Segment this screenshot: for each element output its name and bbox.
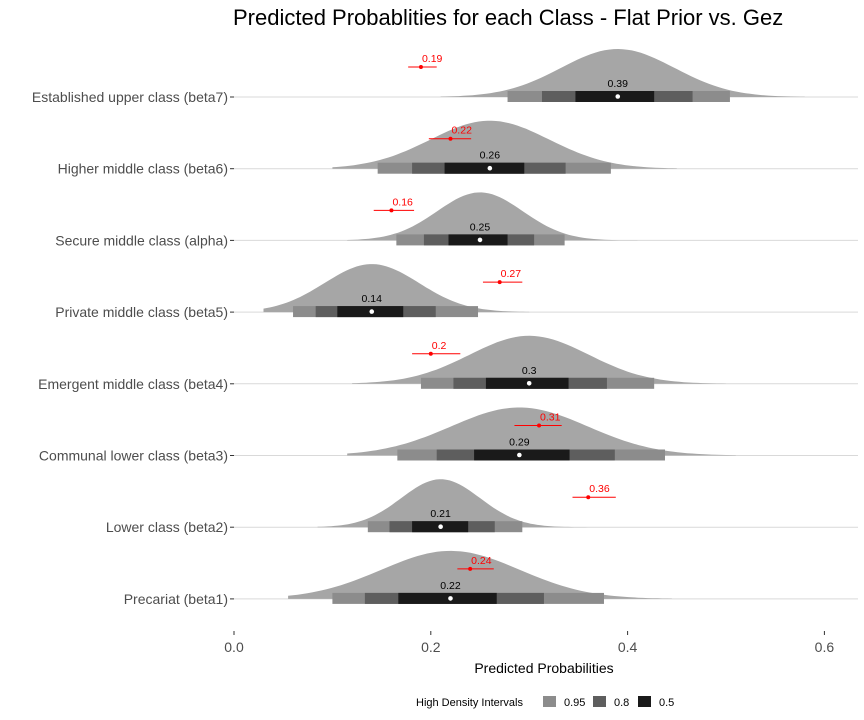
median-label: 0.21 xyxy=(430,508,451,520)
y-tick-label: Precariat (beta1) xyxy=(124,591,228,607)
legend-label: 0.8 xyxy=(614,697,629,709)
y-tick-label: Established upper class (beta7) xyxy=(32,89,228,105)
reference-point xyxy=(418,65,423,69)
median-label: 0.3 xyxy=(522,365,537,377)
y-tick-label: Higher middle class (beta6) xyxy=(58,161,228,177)
hdi50-bar xyxy=(398,592,497,604)
density-shape xyxy=(440,49,805,97)
density-shape xyxy=(263,264,530,313)
legend-title: High Density Intervals xyxy=(416,697,523,709)
x-tick-label: 0.6 xyxy=(815,639,835,655)
reference-label: 0.22 xyxy=(451,125,472,137)
median-point xyxy=(369,309,375,314)
x-axis: 0.0 0.2 0.4 0.6 xyxy=(224,631,834,655)
reference-point xyxy=(468,566,473,571)
y-tick-label: Secure middle class (alpha) xyxy=(55,232,228,248)
median-point xyxy=(448,596,453,601)
row-5: 0.3 0.2 Emergent middle class (beta4) xyxy=(38,335,858,392)
y-tick-label: Emergent middle class (beta4) xyxy=(38,376,228,392)
reference-point xyxy=(497,280,502,285)
median-point xyxy=(517,452,522,458)
row-4: 0.14 0.27 Private middle class (beta5) xyxy=(55,264,858,320)
row-6: 0.29 0.31 Communal lower class (beta3) xyxy=(39,407,858,464)
x-tick-label: 0.4 xyxy=(618,639,638,655)
hdi50-bar xyxy=(444,162,525,174)
reference-label: 0.19 xyxy=(422,53,443,65)
legend-label: 0.95 xyxy=(564,697,585,709)
reference-label: 0.24 xyxy=(471,555,492,567)
x-axis-label: Predicted Probabilities xyxy=(474,660,613,676)
y-tick-label: Communal lower class (beta3) xyxy=(39,448,228,464)
median-point xyxy=(526,381,532,386)
density-shape xyxy=(347,407,736,456)
reference-label: 0.27 xyxy=(501,268,522,280)
legend-swatch xyxy=(593,696,606,707)
reference-point xyxy=(537,423,542,428)
row-7: 0.21 0.36 Lower class (beta2) xyxy=(106,479,858,535)
y-tick-label: Lower class (beta2) xyxy=(106,519,228,535)
median-point xyxy=(487,165,493,171)
legend-swatch xyxy=(543,696,556,707)
x-tick-label: 0.2 xyxy=(421,639,441,655)
density-shape xyxy=(288,550,672,599)
density-shape xyxy=(352,335,726,384)
x-tick-label: 0.0 xyxy=(224,639,244,655)
reference-point xyxy=(586,495,591,500)
density-shape xyxy=(332,120,677,169)
median-label: 0.14 xyxy=(362,293,383,305)
reference-label: 0.36 xyxy=(589,483,610,495)
reference-label: 0.2 xyxy=(432,340,447,352)
hdi50-bar xyxy=(575,91,655,102)
reference-point xyxy=(389,208,394,213)
chart-title: Predicted Probablities for each Class - … xyxy=(233,5,783,30)
reference-label: 0.31 xyxy=(540,412,561,424)
density-shape xyxy=(317,479,589,528)
median-label: 0.25 xyxy=(470,221,491,233)
median-point xyxy=(477,237,483,243)
median-label: 0.39 xyxy=(608,78,629,90)
density-shape xyxy=(347,192,638,241)
median-point xyxy=(615,94,621,99)
reference-label: 0.16 xyxy=(392,196,413,208)
legend-swatch xyxy=(638,696,651,707)
row-8: 0.22 0.24 Precariat (beta1) xyxy=(124,550,858,607)
median-label: 0.26 xyxy=(480,150,501,162)
median-label: 0.22 xyxy=(440,580,461,592)
median-label: 0.29 xyxy=(509,437,530,449)
legend-label: 0.5 xyxy=(659,697,674,709)
y-tick-label: Private middle class (beta5) xyxy=(55,304,228,320)
reference-point xyxy=(428,351,433,356)
hdi50-bar xyxy=(474,449,570,461)
median-point xyxy=(438,524,443,529)
row-1: 0.39 0.19 Established upper class (beta7) xyxy=(32,49,858,105)
row-3: 0.25 0.16 Secure middle class (alpha) xyxy=(55,192,858,248)
row-2: 0.26 0.22 Higher middle class (beta6) xyxy=(58,120,858,177)
reference-point xyxy=(448,136,453,141)
legend: High Density Intervals 0.95 0.8 0.5 xyxy=(416,696,674,709)
